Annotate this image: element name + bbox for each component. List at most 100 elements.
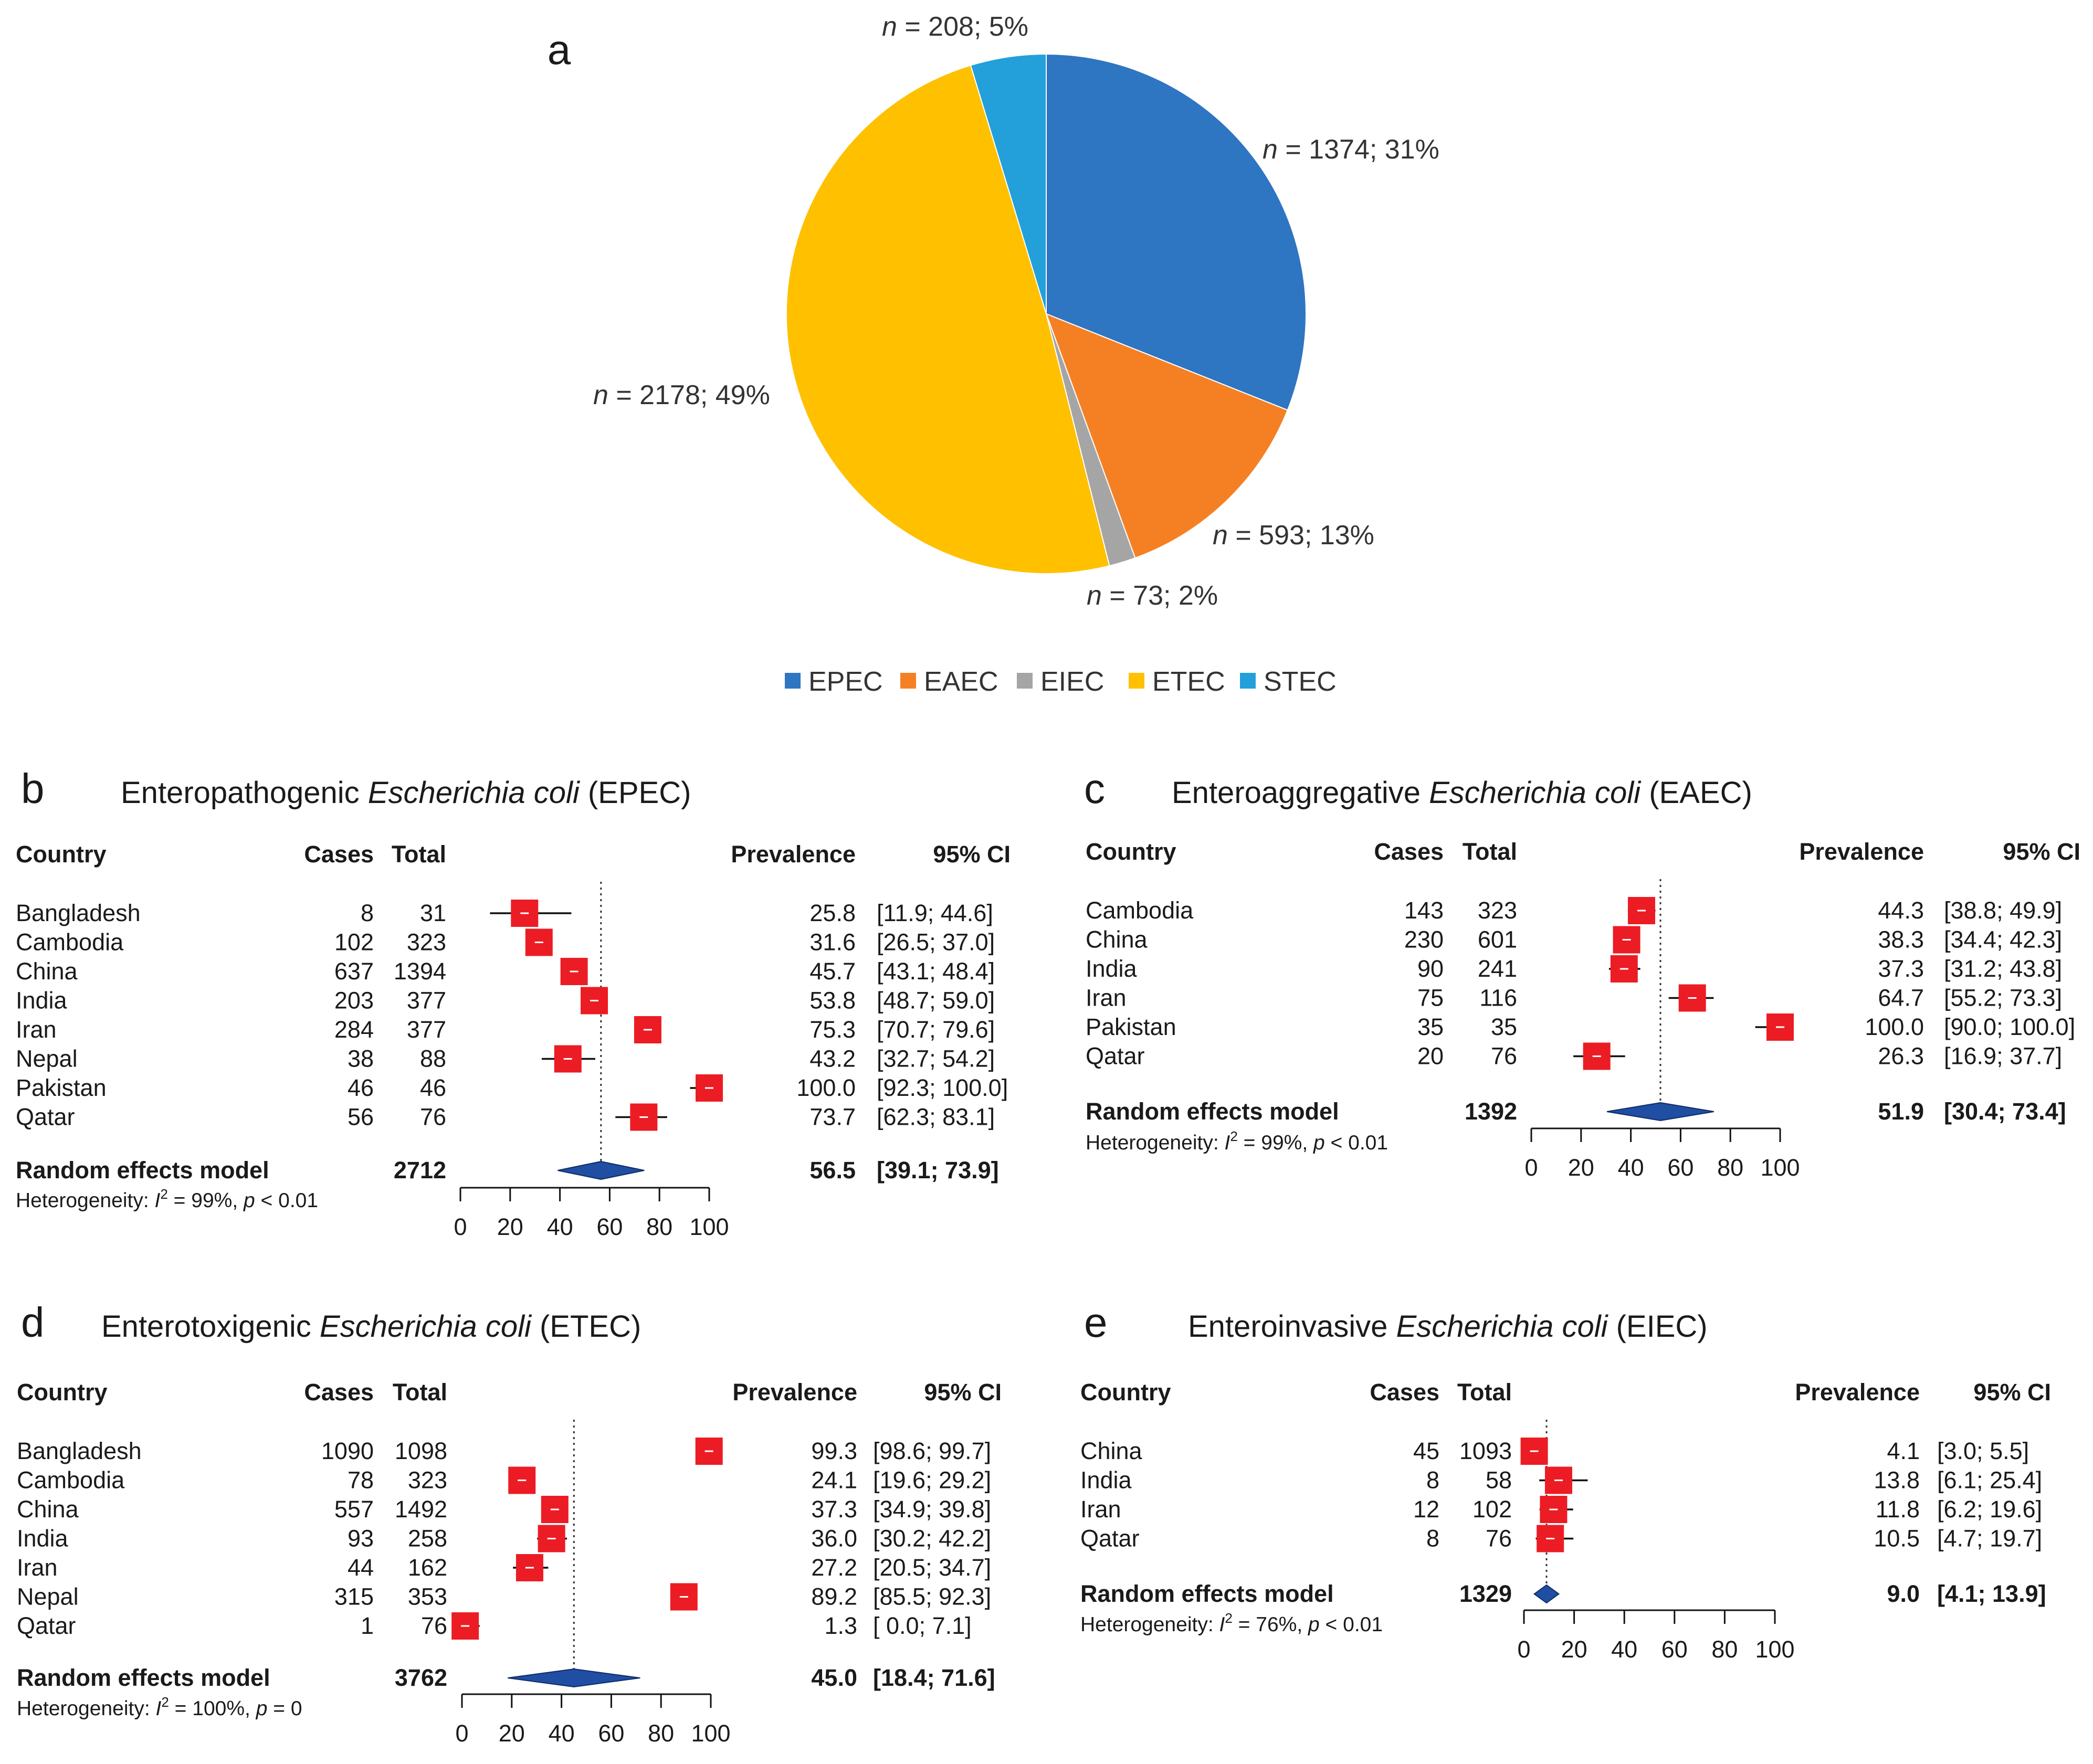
summary-label: Random effects model	[16, 1157, 269, 1184]
x-tick-label: 80	[1711, 1636, 1738, 1663]
row-cases: 90	[1417, 955, 1444, 982]
panel-title-italic: Escherichia coli	[1396, 1309, 1609, 1344]
row-ci: [38.8; 49.9]	[1944, 897, 2062, 924]
legend-swatch-epec	[785, 673, 801, 689]
legend-label-eiec: EIEC	[1040, 667, 1104, 697]
row-ci: [55.2; 73.3]	[1944, 985, 2062, 1011]
header-prevalence: Prevalence	[732, 1379, 857, 1406]
row-total: 76	[1491, 1043, 1517, 1070]
header-ci: 95% CI	[924, 1379, 1002, 1406]
summary-total: 3762	[395, 1664, 447, 1691]
row-country: China	[1080, 1438, 1143, 1464]
row-total: 323	[408, 1467, 447, 1494]
summary-label: Random effects model	[1086, 1098, 1339, 1125]
row-prevalence: 44.3	[1878, 897, 1924, 924]
het-mid: = 100%,	[169, 1697, 256, 1720]
het-p: p	[243, 1189, 255, 1212]
summary-total: 2712	[394, 1157, 446, 1184]
row-total: 58	[1486, 1467, 1512, 1494]
het-end: < 0.01	[255, 1189, 318, 1212]
row-country: Nepal	[17, 1583, 79, 1610]
pie-label-value: = 2178; 49%	[608, 380, 770, 410]
row-cases: 93	[348, 1525, 374, 1552]
pie-label-epec: n = 1374; 31%	[1263, 134, 1439, 165]
het-mid: = 99%,	[168, 1189, 244, 1212]
x-tick-label: 0	[1524, 1154, 1538, 1181]
row-country: Qatar	[1080, 1525, 1140, 1552]
row-prevalence: 4.1	[1887, 1438, 1920, 1464]
het-i: I	[1219, 1613, 1225, 1636]
row-cases: 284	[334, 1016, 374, 1043]
pie-label-value: = 73; 2%	[1102, 580, 1218, 611]
row-total: 241	[1478, 955, 1517, 982]
het-sup: 2	[1225, 1610, 1232, 1626]
x-tick-label: 20	[1568, 1154, 1594, 1181]
panel-label-b: b	[21, 765, 45, 812]
header-country: Country	[1080, 1379, 1171, 1406]
row-total: 377	[407, 1016, 446, 1043]
row-prevalence: 73.7	[809, 1104, 856, 1131]
summary-diamond	[1533, 1584, 1560, 1604]
header-cases: Cases	[304, 1379, 374, 1406]
heterogeneity: Heterogeneity: I2 = 100%, p = 0	[17, 1694, 302, 1720]
x-tick-label: 40	[1611, 1636, 1637, 1663]
row-prevalence: 100.0	[796, 1074, 856, 1101]
pie-label-n: n	[1263, 134, 1278, 165]
row-cases: 143	[1404, 897, 1444, 924]
row-country: Pakistan	[16, 1074, 107, 1101]
pie-label-n: n	[1213, 520, 1228, 551]
summary-prevalence: 56.5	[809, 1157, 856, 1184]
row-cases: 46	[348, 1074, 374, 1101]
legend-swatch-eaec	[900, 673, 916, 689]
row-total: 31	[420, 900, 446, 926]
header-total: Total	[393, 1379, 447, 1406]
x-tick-label: 100	[689, 1213, 729, 1240]
row-country: Iran	[17, 1554, 58, 1581]
row-country: India	[16, 987, 68, 1014]
heterogeneity: Heterogeneity: I2 = 99%, p < 0.01	[16, 1186, 318, 1212]
header-ci: 95% CI	[1973, 1379, 2051, 1406]
panel-title-pre: Enteroinvasive	[1188, 1309, 1396, 1344]
row-prevalence: 75.3	[809, 1016, 856, 1043]
heterogeneity: Heterogeneity: I2 = 99%, p < 0.01	[1086, 1128, 1388, 1154]
panel-title-post: (ETEC)	[531, 1309, 641, 1344]
row-total: 258	[408, 1525, 447, 1552]
het-i: I	[1225, 1132, 1230, 1154]
summary-ci: [39.1; 73.9]	[877, 1157, 999, 1184]
row-country: Cambodia	[16, 929, 124, 956]
row-cases: 8	[1426, 1467, 1439, 1494]
row-country: Bangladesh	[16, 900, 141, 926]
row-prevalence: 10.5	[1874, 1525, 1920, 1552]
pie-label-n: n	[1087, 580, 1102, 611]
panel-label-a: a	[548, 26, 571, 73]
row-total: 76	[421, 1612, 447, 1639]
panel-title-pre: Enteroaggregative	[1172, 776, 1429, 810]
het-p: p	[1313, 1132, 1325, 1154]
summary-ci: [18.4; 71.6]	[873, 1664, 995, 1691]
pie-label-eaec: n = 593; 13%	[1213, 520, 1374, 551]
het-end: < 0.01	[1325, 1132, 1388, 1154]
row-total: 46	[420, 1074, 446, 1101]
row-country: China	[17, 1496, 79, 1523]
pie-label-eiec: n = 73; 2%	[1087, 580, 1218, 611]
row-prevalence: 24.1	[811, 1467, 857, 1494]
pie-slice-stec	[970, 53, 1047, 314]
panel-title-post: (EIEC)	[1608, 1309, 1708, 1344]
het-i: I	[155, 1189, 161, 1212]
row-total: 353	[408, 1583, 447, 1610]
row-prevalence: 13.8	[1874, 1467, 1920, 1494]
row-cases: 315	[334, 1583, 374, 1610]
row-cases: 75	[1417, 985, 1444, 1011]
row-ci: [16.9; 37.7]	[1944, 1043, 2062, 1070]
x-tick-label: 100	[691, 1720, 730, 1747]
row-ci: [3.0; 5.5]	[1937, 1438, 2029, 1464]
het-end: < 0.01	[1320, 1613, 1383, 1636]
x-tick-label: 0	[454, 1213, 467, 1240]
row-cases: 56	[348, 1104, 374, 1131]
summary-total: 1329	[1459, 1580, 1512, 1607]
row-ci: [31.2; 43.8]	[1944, 955, 2062, 982]
heterogeneity: Heterogeneity: I2 = 76%, p < 0.01	[1080, 1610, 1383, 1636]
summary-diamond	[1606, 1102, 1715, 1122]
row-cases: 203	[334, 987, 374, 1014]
row-ci: [30.2; 42.2]	[873, 1525, 991, 1552]
